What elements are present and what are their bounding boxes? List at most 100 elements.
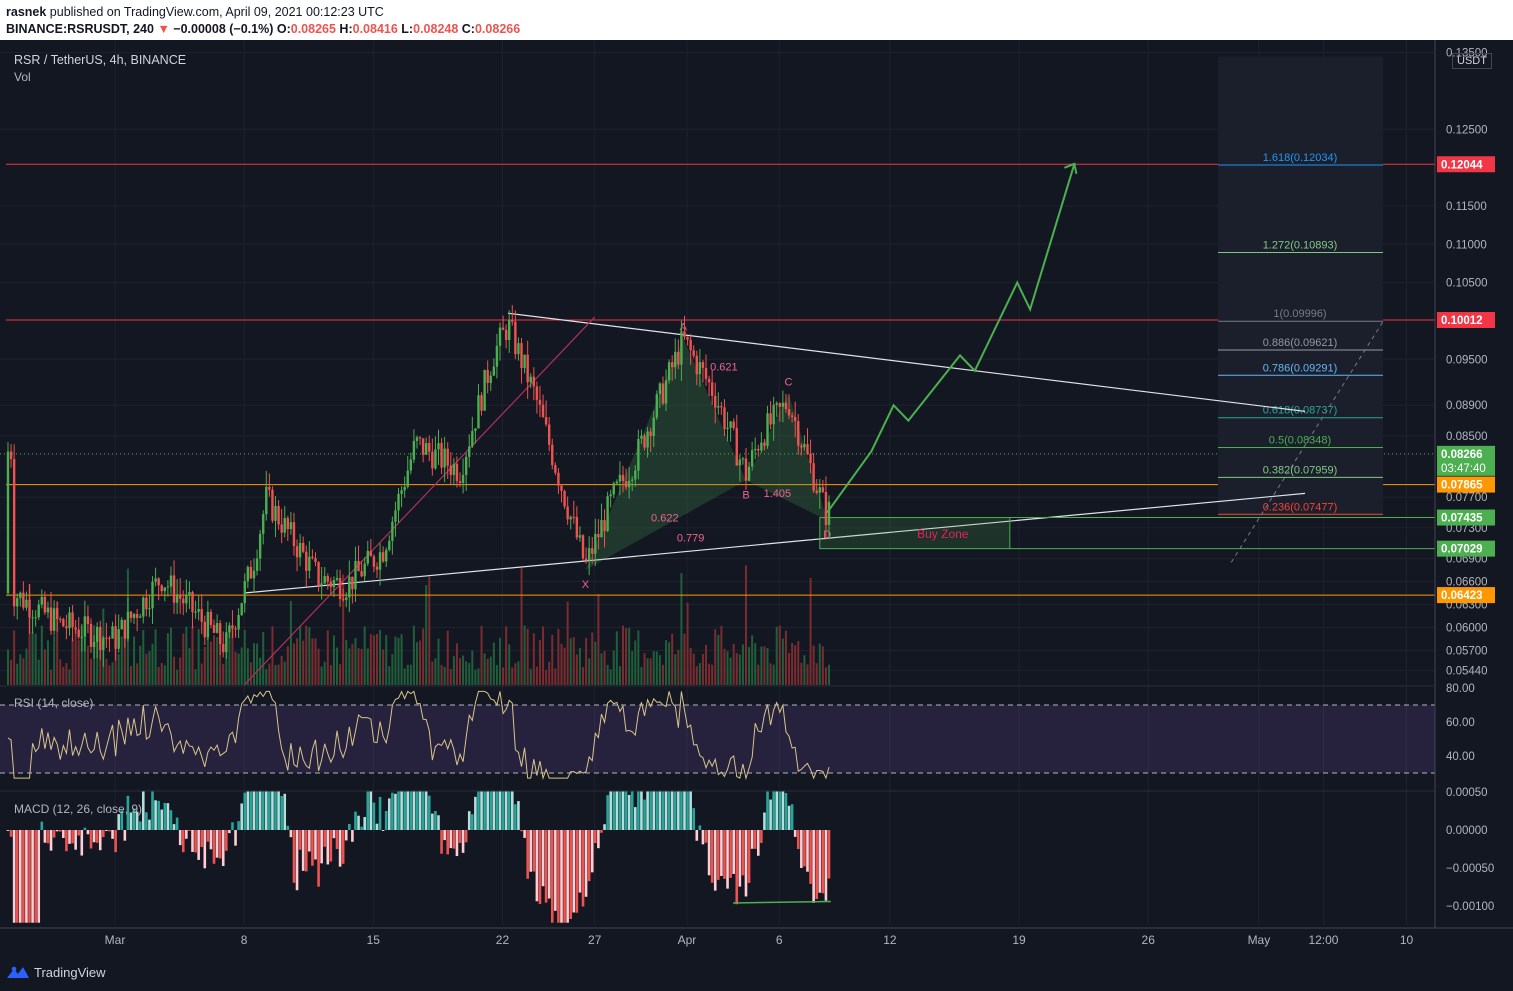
upper-trendline [507, 312, 1306, 412]
candle-body [449, 465, 452, 475]
macd-histogram-bar [406, 790, 410, 830]
macd-tick-label: −0.00100 [1446, 901, 1494, 913]
macd-histogram-bar [766, 790, 769, 830]
macd-histogram-bar [624, 790, 628, 830]
candle-body [280, 524, 283, 533]
time-tick-label: 12:00 [1308, 933, 1338, 947]
macd-histogram-bar [664, 790, 668, 830]
volume-bar [695, 666, 698, 685]
macd-histogram-bar [597, 830, 600, 849]
macd-histogram-bar [271, 790, 274, 830]
volume-bar [812, 645, 815, 685]
rsi-tick-label: 60.00 [1446, 717, 1475, 729]
candle-body [683, 331, 686, 337]
candle-body [22, 592, 25, 608]
macd-histogram-bar [569, 830, 573, 919]
time-tick-label: 12 [883, 933, 897, 947]
macd-histogram-bar [363, 817, 366, 830]
tradingview-brand[interactable]: TradingView [34, 965, 106, 980]
volume-bar [735, 653, 738, 685]
macd-histogram-bar [514, 804, 517, 830]
chart-canvas[interactable]: 1.618(0.12034) 1.272(0.10893) 1(0.09996) 0.… [0, 40, 1513, 955]
volume-bar [554, 668, 557, 685]
volume-bar [385, 635, 388, 685]
price-projection [826, 162, 1078, 514]
candle-body [655, 394, 659, 418]
candle-body [664, 380, 668, 404]
candle-body [314, 558, 317, 563]
candle-body [298, 542, 302, 558]
time-tick-label: 19 [1012, 933, 1026, 947]
candle-body [311, 556, 314, 559]
macd-histogram-bar [384, 811, 388, 830]
candle-body [228, 625, 231, 633]
volume-bar [628, 627, 631, 685]
candle-body [458, 481, 462, 483]
volume-bar [723, 648, 726, 685]
candle-body [658, 383, 662, 395]
volume-bar [28, 584, 31, 685]
currency-label[interactable]: USDT [1452, 53, 1492, 69]
volume-bar [237, 653, 240, 685]
candle-body [815, 490, 818, 493]
macd-histogram-bar [510, 790, 514, 830]
volume-bar [262, 632, 265, 685]
candle-body [551, 444, 554, 466]
candle-body [421, 438, 425, 455]
volume-bar [545, 669, 548, 685]
volume-bar [197, 629, 200, 685]
volume-bar [68, 669, 71, 685]
candle-body [274, 505, 277, 521]
candle-body [375, 566, 379, 570]
volume-bar [760, 646, 763, 685]
macd-histogram-bar [206, 830, 210, 842]
macd-histogram-bar [578, 830, 582, 893]
macd-histogram-bar [246, 790, 250, 830]
fib-label-1: 1(0.09996) [1273, 308, 1326, 320]
candle-body [157, 578, 160, 586]
macd-histogram-bar [787, 805, 791, 830]
candle-body [163, 587, 167, 592]
volume-bar [71, 638, 74, 685]
candle-body [695, 355, 698, 375]
candle-body [292, 522, 296, 547]
candle-body [354, 560, 357, 590]
author-name[interactable]: rasnek [6, 5, 47, 19]
price-badge-0.06423-text: 0.06423 [1441, 590, 1483, 602]
high-label: H: [339, 22, 353, 36]
pattern-point-C: C [784, 377, 792, 389]
macd-histogram-bar [18, 830, 22, 923]
volume-bar [572, 637, 575, 685]
volume-label: Vol [14, 70, 31, 84]
macd-histogram-bar [348, 823, 351, 830]
low-value: 0.08248 [413, 22, 459, 36]
price-badge-0.12044-text: 0.12044 [1441, 159, 1483, 171]
volume-bar [345, 640, 348, 685]
volume-bar [560, 643, 563, 685]
time-tick-label: 15 [367, 933, 381, 947]
candle-body [581, 535, 585, 559]
volume-bar [440, 665, 443, 685]
macd-histogram-bar [71, 830, 74, 844]
macd-histogram-bar [775, 790, 779, 830]
volume-bar [680, 573, 683, 685]
volume-bar [268, 663, 271, 685]
candle-body [323, 576, 326, 584]
candle-body [120, 619, 123, 630]
macd-histogram-bar [747, 830, 751, 883]
candle-body [726, 427, 729, 430]
volume-bar [296, 638, 299, 685]
macd-histogram-bar [526, 830, 529, 879]
macd-histogram-bar [154, 800, 157, 830]
volume-bar [480, 625, 483, 685]
macd-histogram-bar [603, 824, 606, 830]
publish-line: rasnek published on TradingView.com, Apr… [6, 5, 384, 19]
candle-body [538, 399, 542, 405]
tradingview-logo-icon[interactable] [6, 964, 30, 980]
volume-bar [477, 668, 480, 685]
macd-histogram-bar [135, 811, 139, 830]
macd-histogram-bar [756, 830, 760, 856]
macd-histogram-bar [197, 830, 200, 860]
volume-bar [13, 630, 16, 685]
candle-body [578, 535, 582, 538]
